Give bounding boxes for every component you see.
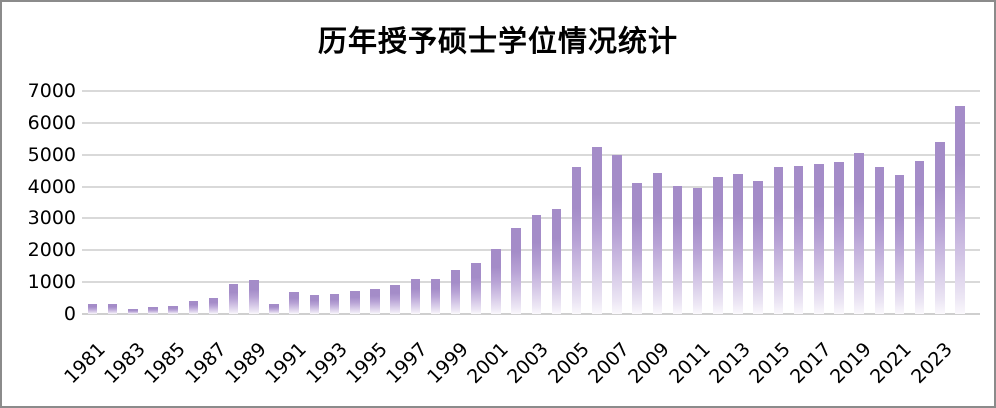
bar-2016 [793,166,804,314]
bar-2008 [632,183,642,314]
bar-1981 [87,303,98,314]
gridline [82,121,980,124]
bar-2012 [713,177,723,314]
bar-2011 [692,188,703,314]
bar-2006 [592,146,602,314]
bar-2020 [874,166,885,314]
bar-1995 [370,289,380,314]
bar-2005 [571,167,582,314]
y-axis-tick-label: 7000 [27,80,76,102]
chart-title: 历年授予硕士学位情况统计 [317,24,678,58]
y-axis-tick-label: 1000 [27,271,76,294]
gridline [82,90,980,92]
bar-1985 [168,305,178,314]
bar-2015 [773,167,784,314]
bar-1998 [430,278,441,314]
bar-1987 [208,298,219,314]
bar-1982 [107,303,118,314]
bar-2009 [652,172,663,314]
bar-1997 [410,278,421,314]
gridline [82,313,980,315]
bar-2018 [834,162,844,314]
y-axis-tick-label: 0 [63,303,76,325]
gridline [82,217,980,220]
bar-2013 [733,173,743,314]
gridline [82,281,980,284]
bar-1986 [188,301,199,314]
y-axis-tick-label: 2000 [27,239,76,262]
y-axis-tick-label: 6000 [27,111,76,134]
bar-2017 [814,163,824,314]
y-axis-tick-label: 5000 [27,143,76,166]
y-axis-tick-label: 4000 [27,175,76,198]
bar-1988 [228,284,239,314]
bar-1983 [128,309,138,314]
bar-1992 [309,294,320,314]
gridline [82,153,980,156]
bar-2021 [894,175,905,314]
bar-2023 [935,141,945,314]
y-axis-tick-label: 3000 [27,207,76,230]
bar-2010 [672,185,683,314]
bar-1994 [350,291,360,314]
bar-1989 [249,279,259,314]
bar-2003 [531,215,542,314]
bar-2022 [914,161,925,314]
bar-2002 [511,227,521,314]
bar-1993 [329,294,340,314]
bar-2007 [612,154,622,314]
bar-1984 [148,306,158,314]
bar-2024 [955,105,965,314]
bar-2001 [491,248,501,314]
gridline [82,249,980,252]
bar-1990 [269,304,279,314]
bar-1996 [390,285,400,314]
bar-1999 [450,269,461,314]
bar-2000 [471,263,481,314]
bar-2014 [753,181,763,314]
bar-2004 [551,208,562,314]
bar-2019 [854,152,864,314]
bar-1991 [289,292,299,314]
gridline [82,185,980,188]
